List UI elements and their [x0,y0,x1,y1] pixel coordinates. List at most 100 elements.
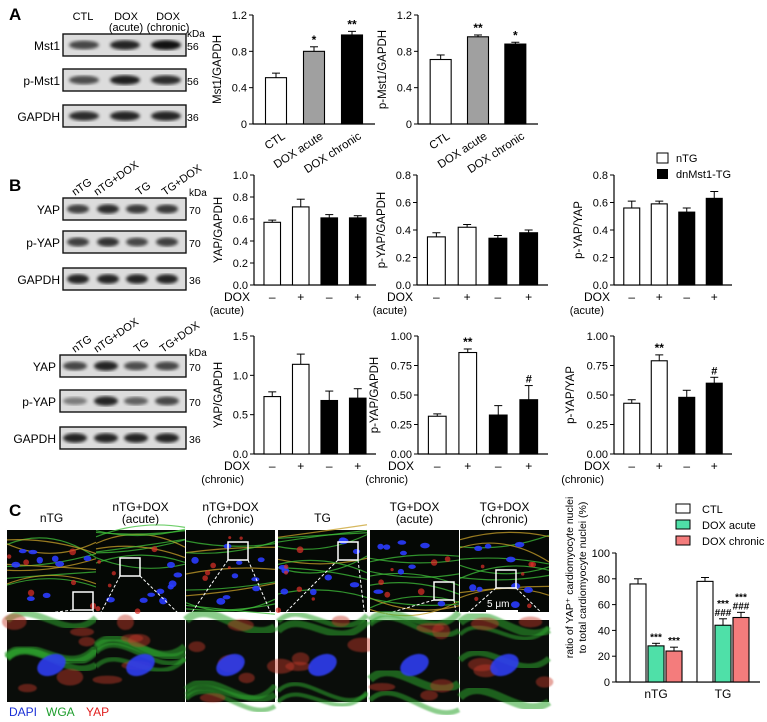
yap-signal [474,596,479,601]
dox-sign: + [711,290,718,304]
y-tick-label: 40 [598,625,610,637]
wga-membrane [277,559,368,574]
y-axis-label-line: to total cardiomyocyte nuclei (%) [577,502,589,654]
zoom-box [227,541,249,561]
legend-label-dox-chronic: DOX chronic [702,536,765,548]
y-tick-label: 0.2 [593,253,608,265]
dapi-nucleus [216,653,245,677]
condition-label: TG+DOX (chronic) [480,500,530,526]
kda-value: 36 [189,275,201,287]
scale-bar-label: 5 μm [487,599,509,610]
blot-strip [62,267,187,291]
blot-band [63,433,87,443]
dox-sign: – [326,459,333,473]
bar [291,363,310,455]
bar [705,382,723,455]
row-label: GAPDH [17,273,60,287]
bar [320,217,339,286]
y-tick-label: 0.0 [233,449,248,461]
y-tick-label: 0.4 [396,225,411,237]
blot-band [97,237,119,247]
legend-swatch-tg [657,169,668,179]
dox-sign: + [354,459,361,473]
bar [623,402,641,455]
yap-signal [368,682,396,691]
dapi-nucleus [139,597,148,603]
zoom-guide [371,599,435,619]
lane-header: CTL [73,11,94,23]
yap-signal [238,672,255,684]
blot-band [124,433,148,443]
wga-membrane [277,524,368,538]
y-tick-label: 0.0 [593,280,608,292]
dox-label: DOX [224,459,250,473]
y-tick-label: 1.2 [397,10,412,22]
yap-signal [518,616,543,628]
lane-header-line: DOX [156,11,181,23]
significance-mark: *** [650,632,662,643]
lane-header-line: (acute) [109,22,143,34]
dapi-nucleus [349,582,360,588]
significance-mark: # [526,374,532,386]
condition-label-line: nTG+DOX [112,500,168,514]
dapi-nucleus [324,574,332,581]
legend-swatch-dox-chronic [675,535,691,546]
wga-membrane [276,690,369,707]
wga-membrane [275,618,370,638]
dapi-nucleus [156,588,165,595]
y-axis-label: p-YAP/GAPDH [369,357,381,433]
zoom-box [72,591,94,611]
yap-signal [188,641,206,652]
y-tick-label: 0.75 [391,361,412,373]
bar [650,360,668,455]
yap-signal [311,597,315,601]
y-tick-label: 100 [592,548,610,560]
blot-band [63,397,87,405]
yap-signal [70,579,77,586]
yap-signal [204,570,211,576]
bar [504,43,527,125]
wga-membrane [185,581,276,591]
legend-label-tg: dnMst1-TG [676,169,731,181]
dox-sign: – [495,459,502,473]
wga-membrane [185,546,276,554]
dox-label: DOX [584,459,610,473]
category-label: CTL [263,130,288,152]
dox-label: DOX [224,290,250,304]
y-tick-label: 0.4 [233,236,248,248]
y-tick-label: 0.4 [397,83,412,95]
y-tick-label: 0.2 [233,258,248,270]
bar [519,399,539,455]
kda-title: kDa [187,29,205,40]
bar [705,197,723,286]
yap-signal [468,657,495,672]
dapi-nucleus [191,556,199,564]
yap-signal [116,614,134,630]
dapi-nucleus [506,556,516,563]
yap-signal [384,591,391,598]
image-tile-high-mag [367,609,462,716]
yap-signal [92,675,123,684]
bar [427,415,447,455]
dox-sign: – [434,459,441,473]
dox-sublabel: (chronic) [201,474,244,486]
image-tile-low-mag [369,530,460,619]
yap-signal [227,566,231,570]
yap-signal [27,589,35,597]
y-axis-label: p-YAP/YAP [565,366,577,424]
yap-signal [18,683,37,693]
dox-sign: + [525,290,532,304]
wga-membrane [6,539,97,555]
dapi-nucleus [309,588,317,596]
dapi-nucleus [420,542,430,549]
wga-membrane [459,557,550,565]
bar [264,77,288,125]
dapi-nucleus [222,595,231,600]
blot-band [151,40,181,50]
blot-band [67,204,89,214]
significance-mark: ** [473,21,483,35]
wga-membrane [6,574,97,585]
condition-label: nTG+DOX (acute) [112,500,168,526]
condition-label-line: TG+DOX [390,500,440,514]
yap-signal [1,613,27,630]
